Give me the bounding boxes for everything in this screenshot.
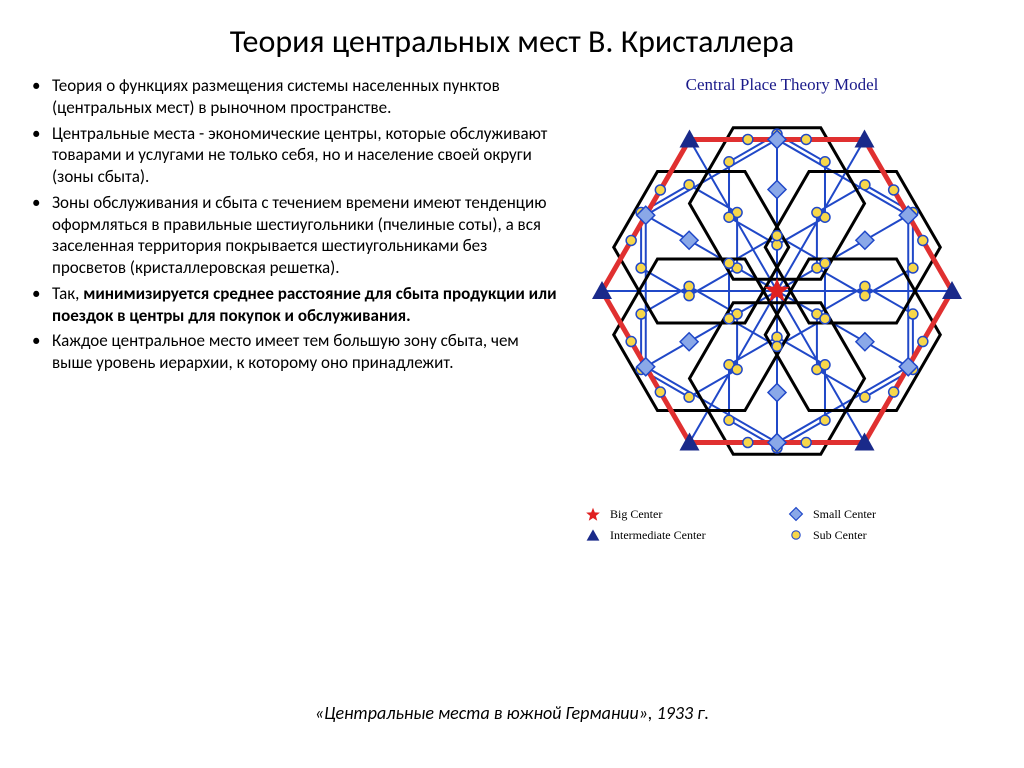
legend-label: Small Center bbox=[813, 507, 876, 522]
legend-label: Big Center bbox=[610, 507, 662, 522]
text-column: Теория о функциях размещения системы нас… bbox=[28, 75, 558, 544]
central-place-diagram bbox=[572, 101, 982, 501]
bullet-item: Каждое центральное место имеет тем больш… bbox=[48, 330, 558, 374]
bullet-item: Зоны обслуживания и сбыта с течением вре… bbox=[48, 192, 558, 279]
diagram-title: Central Place Theory Model bbox=[572, 75, 992, 95]
bullet-item: Теория о функциях размещения системы нас… bbox=[48, 75, 558, 119]
diagram-legend: Big Center Small Center Intermediate Cen… bbox=[572, 505, 992, 544]
bullet-item: Так, минимизируется среднее расстояние д… bbox=[48, 283, 558, 327]
content-row: Теория о функциях размещения системы нас… bbox=[0, 75, 1024, 544]
bullet-item: Центральные места - экономические центры… bbox=[48, 123, 558, 188]
legend-intermediate-center: Intermediate Center bbox=[584, 526, 777, 544]
legend-label: Intermediate Center bbox=[610, 528, 706, 543]
circle-icon bbox=[787, 526, 805, 544]
page-title: Теория центральных мест В. Кристаллера bbox=[0, 0, 1024, 75]
star-icon bbox=[584, 505, 602, 523]
bullet-list: Теория о функциях размещения системы нас… bbox=[28, 75, 558, 374]
diagram-column: Central Place Theory Model Big Center Sm… bbox=[572, 75, 992, 544]
triangle-icon bbox=[584, 526, 602, 544]
legend-label: Sub Center bbox=[813, 528, 867, 543]
legend-small-center: Small Center bbox=[787, 505, 980, 523]
citation-footer: «Центральные места в южной Германии», 19… bbox=[0, 702, 1024, 724]
diamond-icon bbox=[787, 505, 805, 523]
legend-big-center: Big Center bbox=[584, 505, 777, 523]
legend-sub-center: Sub Center bbox=[787, 526, 980, 544]
